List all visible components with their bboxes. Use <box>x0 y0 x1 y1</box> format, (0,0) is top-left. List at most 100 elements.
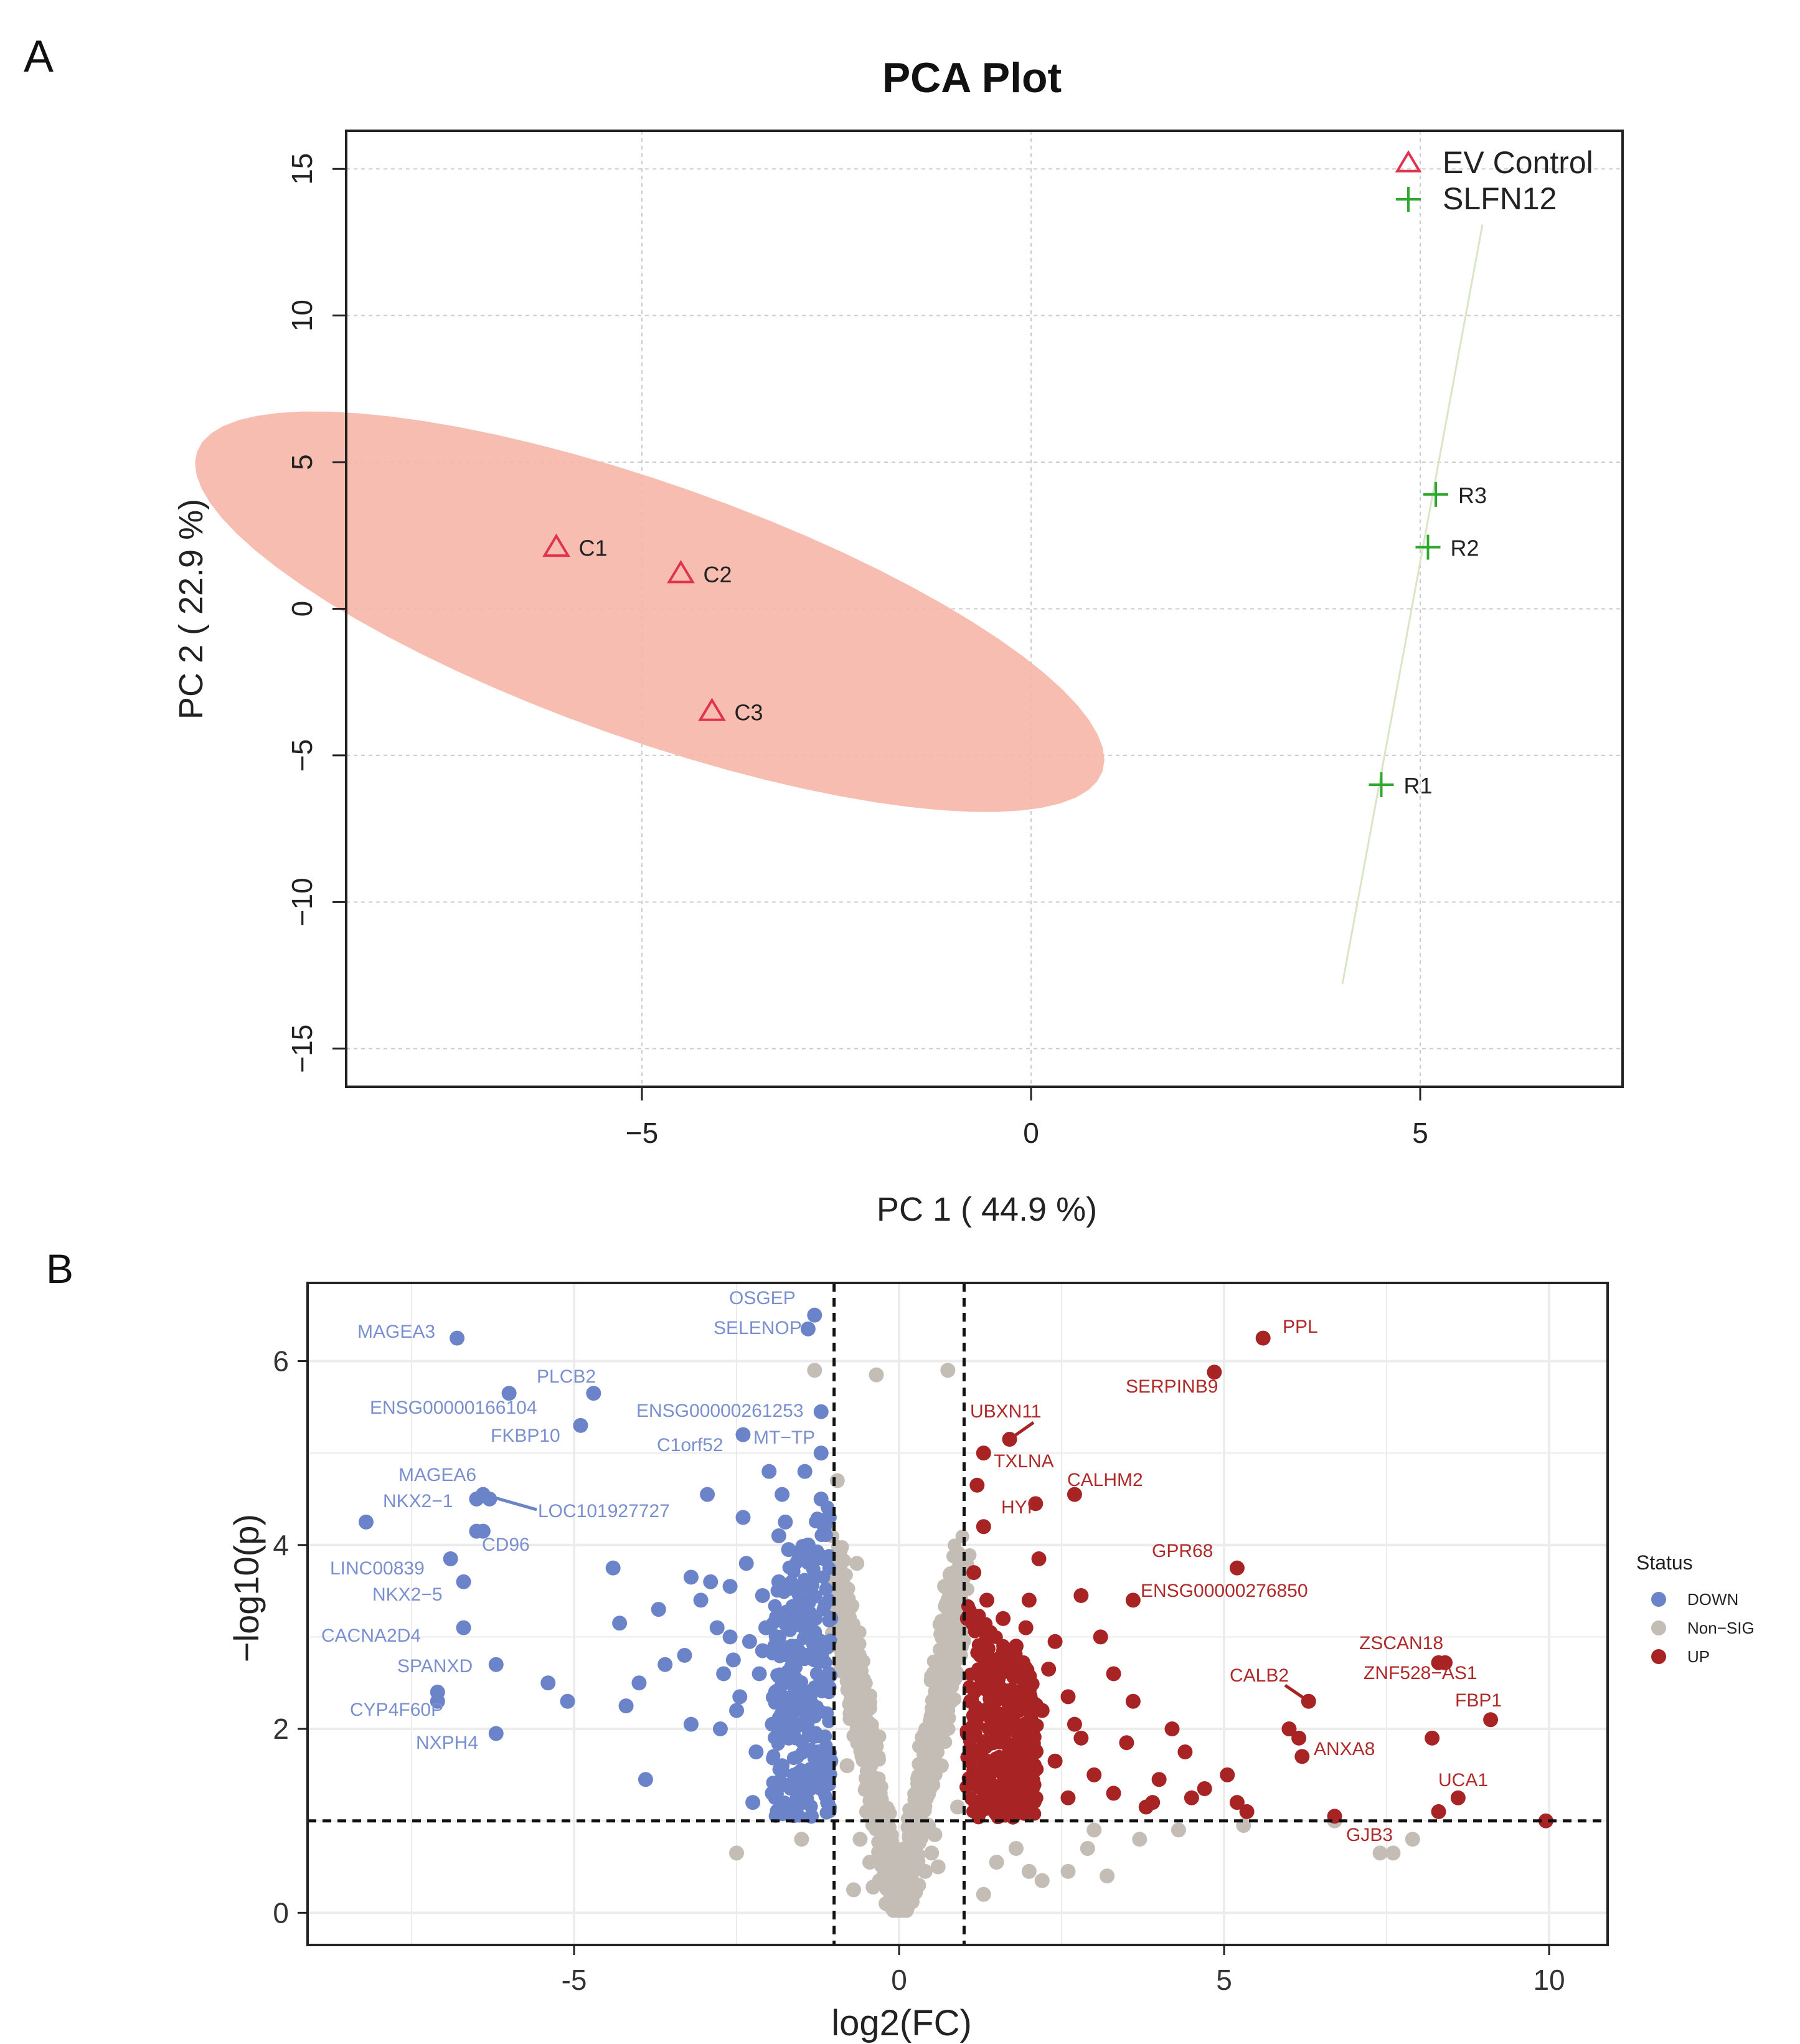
volcano-point-down <box>819 1582 833 1596</box>
volcano-point-nonsig <box>1021 1863 1037 1879</box>
volcano-point-down <box>800 1712 816 1728</box>
volcano-point-up <box>959 1611 975 1626</box>
volcano-point-nonsig <box>916 1728 930 1743</box>
volcano-point-up <box>997 1665 1012 1679</box>
volcano-point-up <box>1025 1781 1040 1797</box>
volcano-point-down <box>631 1675 647 1691</box>
volcano-point-labeled <box>1438 1655 1453 1670</box>
volcano-point-nonsig <box>859 1804 874 1819</box>
volcano-point-down <box>618 1698 634 1714</box>
volcano-gene-label: SELENOP <box>714 1318 802 1338</box>
volcano-point-up <box>973 1647 988 1663</box>
volcano-point-nonsig <box>856 1654 870 1668</box>
volcano-point-up <box>1184 1790 1199 1805</box>
volcano-point-up <box>986 1735 1001 1751</box>
volcano-gene-label: FBP1 <box>1455 1690 1502 1711</box>
volcano-point-nonsig <box>834 1544 848 1558</box>
volcano-gene-label: CALHM2 <box>1067 1470 1143 1490</box>
volcano-point-down <box>651 1602 666 1617</box>
volcano-point-labeled <box>488 1726 504 1741</box>
volcano-point-down <box>725 1652 741 1668</box>
volcano-point-nonsig <box>1080 1840 1095 1856</box>
volcano-point-down <box>813 1491 829 1507</box>
volcano-point-labeled <box>1385 1845 1401 1861</box>
volcano-point-up <box>996 1712 1011 1728</box>
pca-point-r1 <box>1369 772 1394 798</box>
volcano-legend-swatch-up <box>1651 1649 1666 1664</box>
pca-y-tick-label: 5 <box>286 454 318 470</box>
volcano-gene-label: PPL <box>1283 1317 1318 1337</box>
volcano-point-nonsig <box>946 1639 962 1654</box>
volcano-gene-label: NKX2−1 <box>383 1491 453 1512</box>
volcano-point-nonsig <box>1132 1832 1147 1847</box>
volcano-gene-label: ANXA8 <box>1314 1739 1375 1759</box>
pca-point-c3 <box>698 698 726 721</box>
volcano-point-down <box>784 1804 799 1819</box>
volcano-point-nonsig <box>940 1602 956 1617</box>
volcano-point-up <box>1151 1772 1167 1787</box>
volcano-point-down <box>722 1629 738 1645</box>
volcano-point-down <box>605 1560 621 1576</box>
volcano-point-up <box>1431 1804 1446 1819</box>
volcano-point-down <box>823 1611 839 1626</box>
volcano-point-nonsig <box>950 1667 964 1681</box>
volcano-gene-label: MAGEA3 <box>357 1322 435 1342</box>
volcano-point-down <box>791 1767 806 1782</box>
volcano-point-labeled <box>430 1693 445 1709</box>
volcano-point-up <box>1002 1762 1017 1778</box>
volcano-point-down <box>768 1684 783 1700</box>
volcano-point-down <box>693 1592 709 1608</box>
pca-point-label: R1 <box>1404 773 1433 798</box>
pca-x-axis-label: PC 1 ( 44.9 %) <box>877 1191 1097 1228</box>
volcano-point-up <box>1008 1721 1024 1737</box>
slfn12-confidence-ellipse <box>1341 224 1484 985</box>
volcano-point-nonsig <box>903 1853 917 1867</box>
volcano-y-tick-label: 6 <box>273 1345 289 1377</box>
volcano-point-down <box>788 1602 803 1617</box>
volcano-point-down <box>683 1569 699 1585</box>
volcano-gene-label: SPANXD <box>397 1656 473 1677</box>
volcano-point-nonsig <box>1100 1868 1115 1884</box>
volcano-y-tick-label: 0 <box>273 1896 289 1929</box>
volcano-point-up <box>1007 1752 1021 1766</box>
volcano-point-up <box>999 1652 1014 1668</box>
volcano-point-nonsig <box>948 1538 962 1553</box>
volcano-point-down <box>813 1781 829 1797</box>
volcano-point-nonsig <box>902 1816 916 1830</box>
legend-slfn12-label: SLFN12 <box>1443 181 1557 216</box>
volcano-point-labeled <box>807 1307 822 1323</box>
volcano-gene-label: ZSCAN18 <box>1359 1633 1443 1654</box>
volcano-point-up <box>1106 1666 1121 1682</box>
volcano-point-up <box>996 1795 1010 1809</box>
volcano-point-nonsig <box>1086 1822 1102 1838</box>
volcano-point-nonsig <box>891 1854 905 1868</box>
volcano-point-down <box>771 1574 786 1589</box>
volcano-y-axis-label: −log10(p) <box>227 1514 266 1662</box>
volcano-point-up <box>1021 1592 1037 1608</box>
volcano-ticks: -5 0 5 10 0 2 4 6 <box>273 1345 1565 1996</box>
volcano-point-labeled <box>450 1330 465 1346</box>
pca-point-label: C1 <box>579 536 608 561</box>
volcano-point-nonsig <box>843 1621 857 1635</box>
volcano-point-nonsig <box>836 1657 852 1672</box>
volcano-point-down <box>823 1753 839 1769</box>
volcano-point-nonsig <box>885 1891 900 1907</box>
volcano-point-down <box>778 1617 793 1631</box>
volcano-point-labeled <box>456 1620 471 1635</box>
volcano-point-down <box>801 1556 815 1570</box>
volcano-point-labeled <box>1229 1560 1245 1576</box>
volcano-point-nonsig <box>924 1845 940 1861</box>
volcano-plot-frame <box>306 1282 1609 1946</box>
volcano-point-nonsig <box>877 1841 892 1855</box>
volcano-point-down <box>745 1795 761 1810</box>
volcano-point-down <box>775 1758 790 1774</box>
volcano-point-nonsig <box>865 1879 881 1895</box>
volcano-gene-label: UCA1 <box>1438 1770 1488 1791</box>
volcano-point-down <box>816 1570 831 1584</box>
volcano-point-labeled <box>1067 1487 1082 1502</box>
volcano-point-up <box>1220 1767 1235 1782</box>
volcano-point-down <box>781 1542 796 1558</box>
volcano-point-down <box>765 1716 780 1732</box>
